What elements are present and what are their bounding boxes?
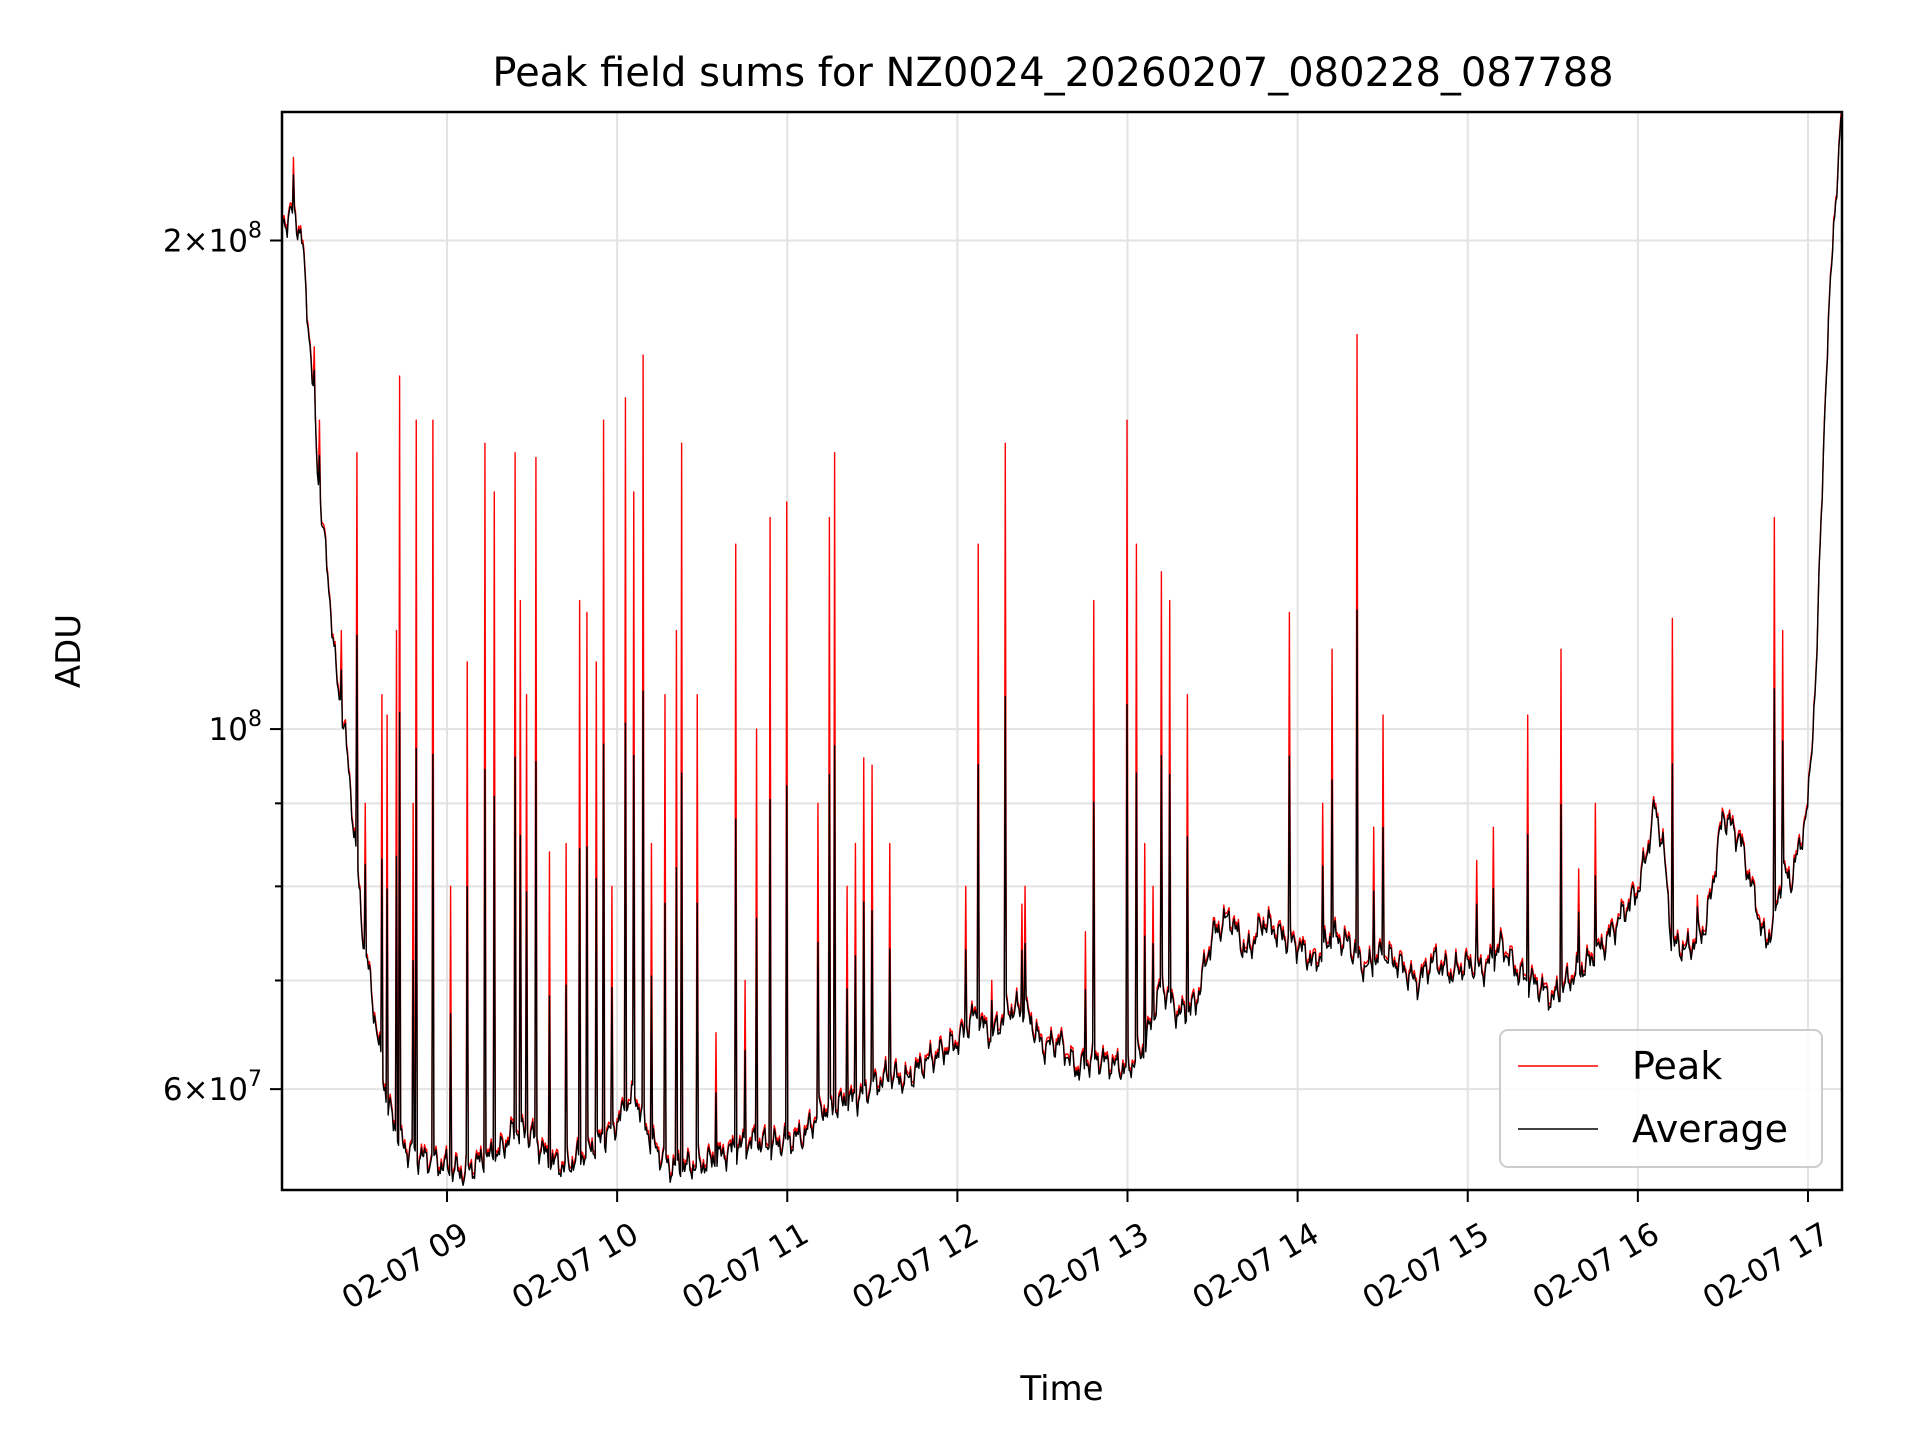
legend-box [1499,1029,1823,1168]
legend-label-peak: Peak [1632,1044,1722,1088]
legend-label-average: Average [1632,1107,1788,1151]
y-axis: 6×107 108 2×108 [163,219,282,1108]
series-line-average [281,116,1843,1187]
plot-area-frame [280,110,1844,1192]
y-tick-label: 108 [209,707,262,748]
legend: Peak Average [1499,1029,1823,1168]
chart-title: Peak field sums for NZ0024_20260207_0802… [492,50,1613,96]
y-tick-label: 2×108 [163,219,262,260]
x-axis-label: Time [1019,1369,1103,1409]
y-axis-label: ADU [49,614,89,688]
series-layer [281,113,1843,1187]
y-tick-label: 6×107 [163,1067,262,1108]
